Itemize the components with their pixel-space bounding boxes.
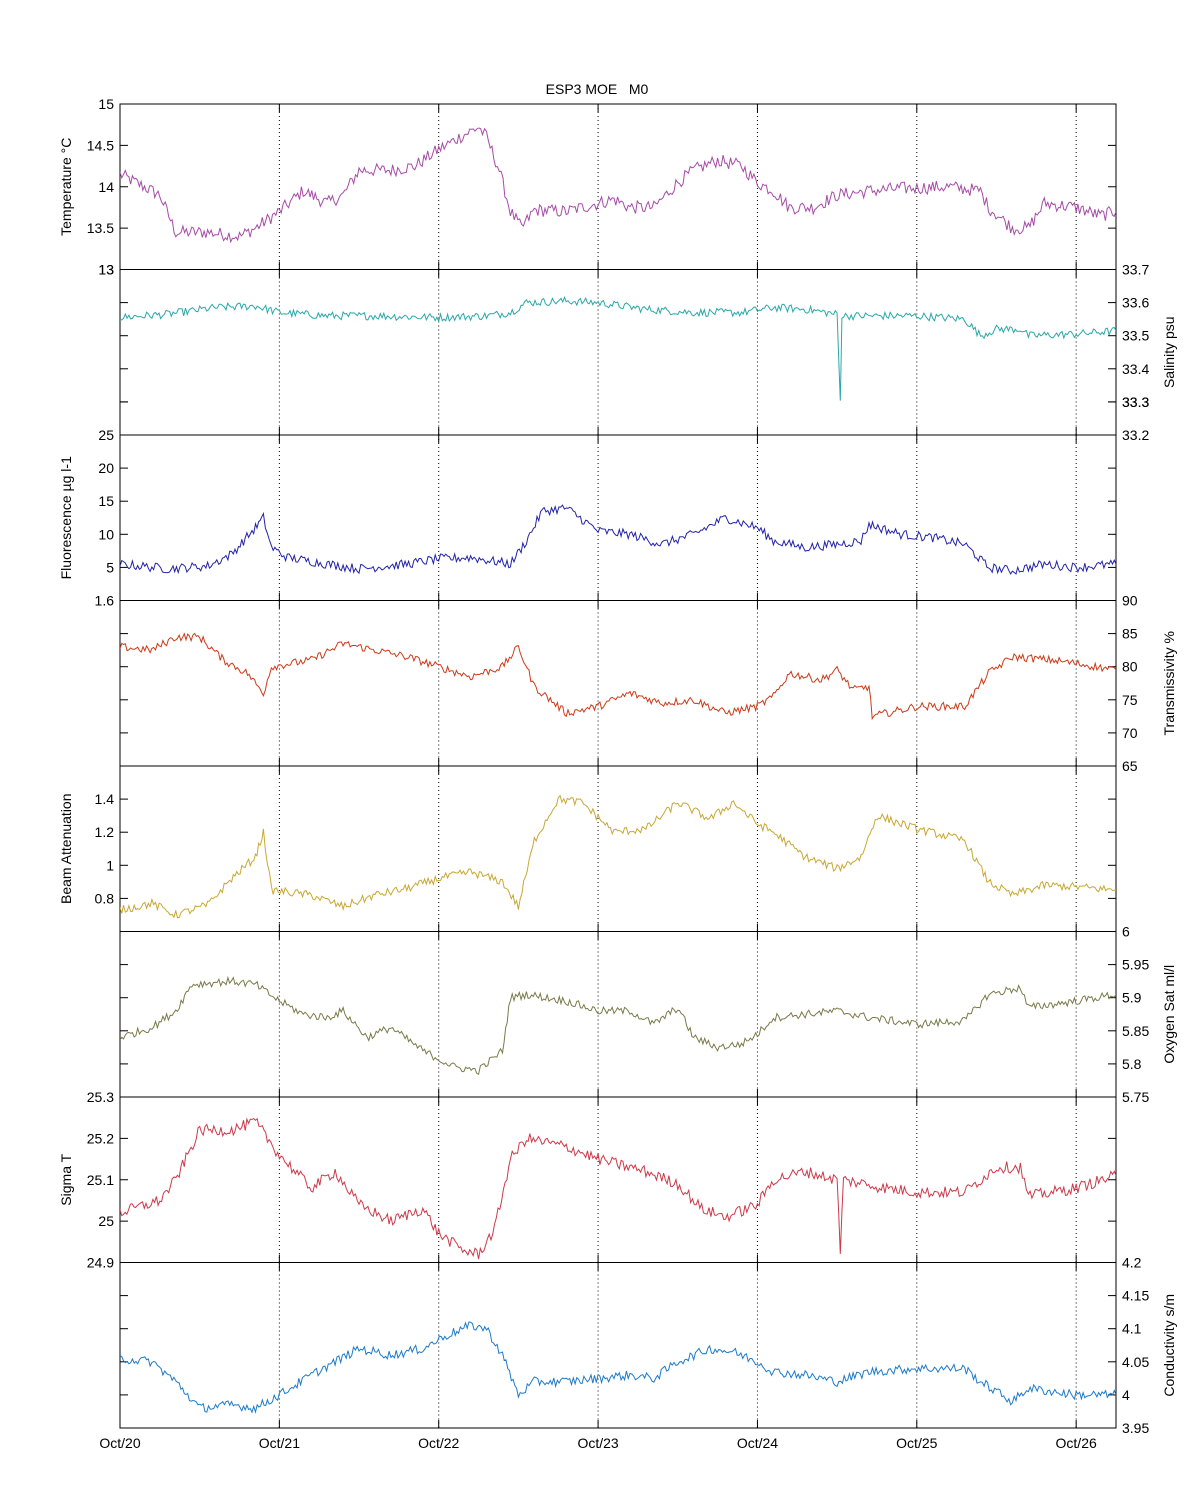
series-line-conductivity-s-m [120,1321,1116,1414]
y-tick-label: 5.8 [1122,1056,1142,1072]
panel-fluorescence-g-l-1: 5 10 15 20 25 Fluorescence µg l-1 [58,427,1117,601]
y-axis-label-salinity-psu: Salinity psu [1161,316,1177,388]
y-tick-label: 14.5 [87,137,114,153]
panel-sigma-t: 24.9 25 25.1 25.2 25.3 Sigma T [58,1089,1117,1271]
y-axis-label-sigma-t: Sigma T [58,1153,74,1205]
y-tick-label: 33.3 [1122,394,1149,410]
chart-title: ESP3 MOE M0 [546,81,649,97]
panel-frame [119,434,1117,601]
y-tick-label: 24.9 [87,1255,114,1271]
y-tick-label: 33.3 [1122,394,1149,410]
panel-frame [119,1096,1117,1263]
y-tick-label: 14 [98,179,114,195]
y-tick-label: 13 [98,262,114,278]
panel-frame [119,931,1117,1098]
y-tick-label: 20 [98,460,114,476]
panel-frame [119,600,1117,767]
y-tick-label: 4.05 [1122,1354,1149,1370]
y-axis-label-transmissivity: Transmissivity % [1161,631,1177,736]
y-tick-label: 80 [1122,659,1138,675]
y-tick-label: 1.6 [95,593,115,609]
x-tick-label: Oct/24 [737,1435,778,1451]
y-tick-label: 10 [98,526,114,542]
panel-frame [119,103,1117,270]
panel-conductivity-s-m: 3.95 4 4.05 4.1 4.15 4.2 Conductivity s/m [119,1255,1177,1436]
y-axis-label-temperature-c: Temperature °C [58,138,74,236]
series-line-transmissivity [120,632,1116,721]
x-tick-label: Oct/26 [1056,1435,1097,1451]
y-tick-label: 4 [1122,1387,1130,1403]
y-tick-label: 1.4 [95,791,115,807]
panel-transmissivity: 65 70 75 80 85 90 1.6 Transmissivity % [95,593,1177,775]
y-tick-label: 5.95 [1122,957,1149,973]
y-tick-label: 33.2 [1122,427,1149,443]
panel-temperature-c: 13 13.5 14 14.5 15 Temperature °C [58,96,1117,278]
y-tick-label: 13 [98,262,114,278]
x-tick-label: Oct/21 [259,1435,300,1451]
y-axis-label-fluorescence-g-l-1: Fluorescence µg l-1 [58,456,74,579]
x-tick-label: Oct/23 [577,1435,618,1451]
y-tick-label: 1 [106,857,114,873]
y-tick-label: 15 [98,493,114,509]
panel-frame [119,269,1117,436]
y-tick-label: 33.6 [1122,295,1149,311]
panel-beam-attenuation: 0.8 1 1.2 1.4 Beam Attenuation [58,765,1117,932]
x-tick-label: Oct/20 [99,1435,140,1451]
y-tick-label: 25.1 [87,1172,114,1188]
y-tick-label: 25.3 [87,1089,114,1105]
series-line-beam-attenuation [120,794,1116,919]
y-tick-label: 4.15 [1122,1288,1149,1304]
x-axis: Oct/20 Oct/21 Oct/22 Oct/23 Oct/24 Oct/25 Oct/… [99,1435,1097,1451]
panel-frame [119,765,1117,932]
x-tick-label: Oct/22 [418,1435,459,1451]
series-line-oxygen-sat-ml-l [120,975,1116,1076]
y-tick-label: 25.2 [87,1130,114,1146]
y-tick-label: 25 [98,1213,114,1229]
y-tick-label: 4.2 [1122,1255,1142,1271]
y-tick-label: 6 [1122,924,1130,940]
y-tick-label: 5.85 [1122,1023,1149,1039]
y-tick-label: 65 [1122,758,1138,774]
y-tick-label: 5.75 [1122,1089,1149,1105]
y-axis-label-conductivity-s-m: Conductivity s/m [1161,1294,1177,1397]
y-tick-label: 5.9 [1122,990,1142,1006]
y-axis-label-beam-attenuation: Beam Attenuation [58,793,74,904]
y-tick-label: 33.4 [1122,361,1149,377]
y-tick-label: 75 [1122,692,1138,708]
y-tick-label: 3.95 [1122,1420,1149,1436]
panel-frame [119,1262,1117,1429]
y-tick-label: 33.7 [1122,262,1149,278]
x-tick-label: Oct/25 [896,1435,937,1451]
series-line-fluorescence-g-l-1 [120,504,1116,575]
y-tick-label: 15 [98,96,114,112]
y-tick-label: 70 [1122,725,1138,741]
y-tick-label: 1.2 [95,824,115,840]
y-tick-label: 0.8 [95,890,115,906]
y-tick-label: 5 [106,559,114,575]
series-line-sigma-t [120,1117,1116,1260]
y-axis-label-oxygen-sat-ml-l: Oxygen Sat ml/l [1161,965,1177,1064]
series-line-temperature-c [120,127,1116,244]
series-line-salinity-psu [120,296,1116,401]
y-tick-label: 33.5 [1122,328,1149,344]
y-tick-label: 4.1 [1122,1321,1142,1337]
y-tick-label: 13.5 [87,220,114,236]
panel-oxygen-sat-ml-l: 5.75 5.8 5.85 5.9 5.95 6 Oxygen Sat ml/l [119,924,1177,1105]
y-tick-label: 90 [1122,593,1138,609]
y-tick-label: 85 [1122,626,1138,642]
y-tick-label: 25 [98,427,114,443]
